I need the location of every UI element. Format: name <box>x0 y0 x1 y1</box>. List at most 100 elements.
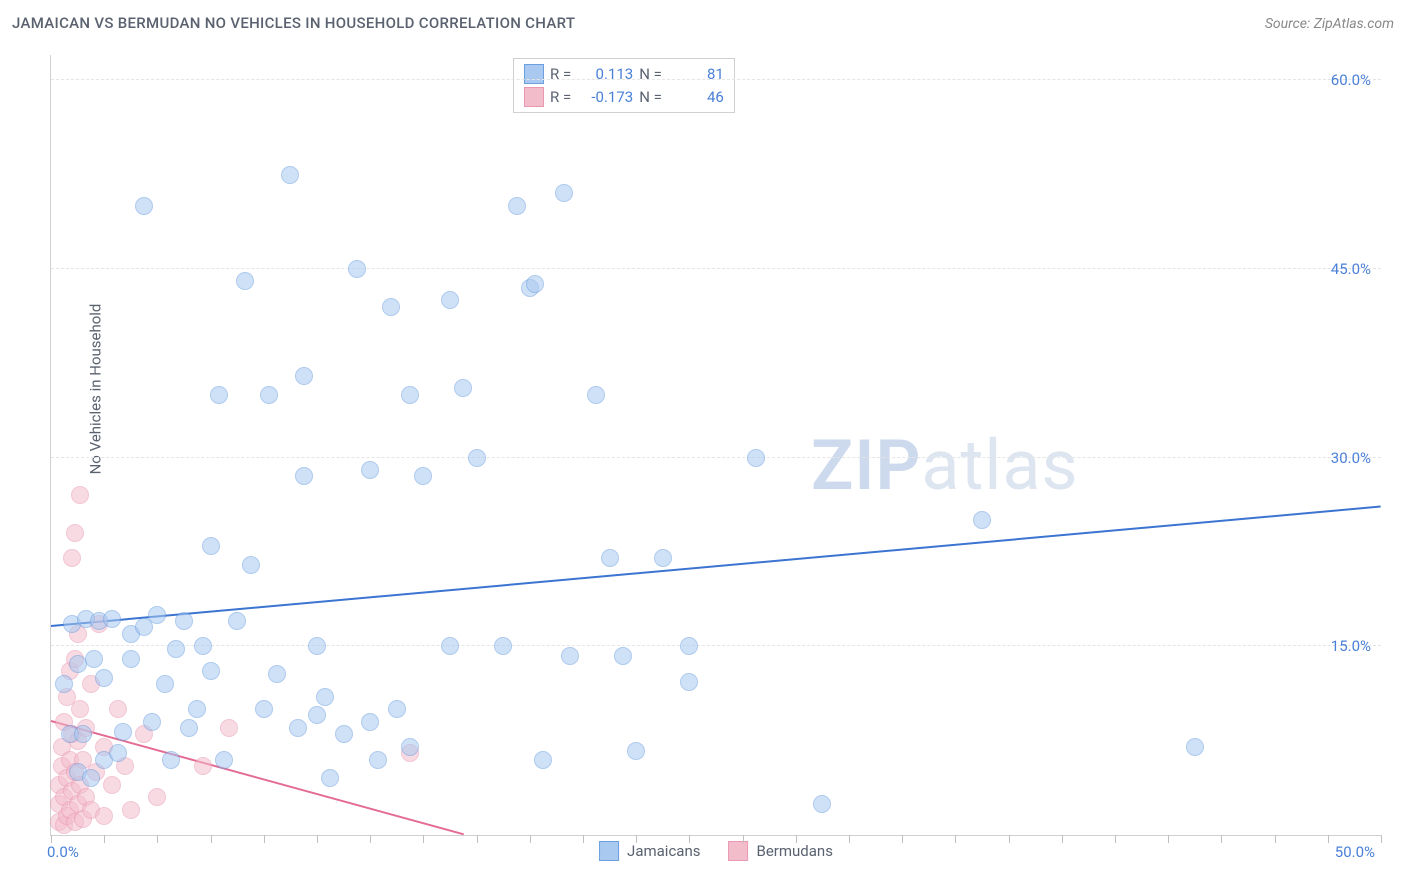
data-point-jamaican <box>114 723 132 741</box>
data-point-jamaican <box>109 744 127 762</box>
data-point-jamaican <box>388 700 406 718</box>
x-tick <box>264 835 265 843</box>
data-point-jamaican <box>680 637 698 655</box>
data-point-jamaican <box>82 769 100 787</box>
stat-label-r: R = <box>550 86 571 109</box>
x-tick <box>583 835 584 843</box>
y-tick-label: 45.0% <box>1331 260 1371 278</box>
stat-label-r: R = <box>550 63 571 86</box>
source-attribution: Source: ZipAtlas.com <box>1265 16 1394 32</box>
swatch-jamaicans <box>599 841 619 861</box>
x-tick <box>796 835 797 843</box>
data-point-jamaican <box>361 461 379 479</box>
data-point-jamaican <box>813 795 831 813</box>
stat-n-jamaicans: 81 <box>668 63 724 86</box>
x-tick <box>1221 835 1222 843</box>
stat-r-jamaicans: 0.113 <box>577 63 633 86</box>
x-tick <box>849 835 850 843</box>
swatch-bermudans <box>524 87 544 107</box>
data-point-jamaican <box>295 467 313 485</box>
data-point-jamaican <box>55 675 73 693</box>
data-point-jamaican <box>614 647 632 665</box>
x-tick <box>743 835 744 843</box>
data-point-jamaican <box>122 650 140 668</box>
data-point-bermudan <box>66 524 84 542</box>
data-point-bermudan <box>148 788 166 806</box>
data-point-jamaican <box>680 673 698 691</box>
data-point-jamaican <box>654 549 672 567</box>
data-point-jamaican <box>627 742 645 760</box>
data-point-jamaican <box>401 738 419 756</box>
data-point-jamaican <box>260 386 278 404</box>
correlation-stats-box: R = 0.113 N = 81 R = -0.173 N = 46 <box>513 58 735 113</box>
stat-n-bermudans: 46 <box>668 86 724 109</box>
grid-line <box>51 79 1381 80</box>
legend-label-jamaicans: Jamaicans <box>627 842 700 860</box>
x-tick <box>1275 835 1276 843</box>
grid-line <box>51 645 1381 646</box>
data-point-jamaican <box>561 647 579 665</box>
x-tick <box>1381 835 1382 843</box>
x-tick <box>1328 835 1329 843</box>
x-tick <box>211 835 212 843</box>
data-point-jamaican <box>255 700 273 718</box>
data-point-bermudan <box>63 549 81 567</box>
swatch-bermudans <box>728 841 748 861</box>
legend-label-bermudans: Bermudans <box>756 842 832 860</box>
data-point-jamaican <box>180 719 198 737</box>
data-point-bermudan <box>103 776 121 794</box>
x-tick <box>104 835 105 843</box>
data-point-bermudan <box>71 700 89 718</box>
stat-label-n: N = <box>639 86 662 109</box>
watermark: ZIPatlas <box>811 425 1079 507</box>
x-tick <box>1062 835 1063 843</box>
data-point-jamaican <box>441 291 459 309</box>
data-point-bermudan <box>122 801 140 819</box>
data-point-jamaican <box>601 549 619 567</box>
watermark-zip: ZIP <box>811 425 921 507</box>
data-point-bermudan <box>220 719 238 737</box>
data-point-jamaican <box>103 610 121 628</box>
data-point-jamaican <box>162 751 180 769</box>
x-tick <box>1009 835 1010 843</box>
y-tick-label: 15.0% <box>1331 637 1371 655</box>
data-point-jamaican <box>95 669 113 687</box>
x-tick <box>157 835 158 843</box>
x-tick <box>370 835 371 843</box>
data-point-jamaican <box>534 751 552 769</box>
data-point-jamaican <box>135 197 153 215</box>
data-point-jamaican <box>148 606 166 624</box>
data-point-jamaican <box>202 662 220 680</box>
data-point-jamaican <box>268 665 286 683</box>
x-tick <box>51 835 52 843</box>
data-point-jamaican <box>175 612 193 630</box>
data-point-jamaican <box>747 449 765 467</box>
x-tick <box>902 835 903 843</box>
legend-item-jamaicans: Jamaicans <box>599 841 700 861</box>
data-point-jamaican <box>508 197 526 215</box>
data-point-jamaican <box>369 751 387 769</box>
data-point-jamaican <box>202 537 220 555</box>
scatter-plot: ZIPatlas R = 0.113 N = 81 R = -0.173 N =… <box>50 55 1381 836</box>
legend-item-bermudans: Bermudans <box>728 841 832 861</box>
data-point-jamaican <box>401 386 419 404</box>
x-tick <box>530 835 531 843</box>
data-point-jamaican <box>414 467 432 485</box>
data-point-jamaican <box>494 637 512 655</box>
data-point-jamaican <box>361 713 379 731</box>
chart-title: JAMAICAN VS BERMUDAN NO VEHICLES IN HOUS… <box>12 14 575 32</box>
data-point-jamaican <box>210 386 228 404</box>
x-tick <box>423 835 424 843</box>
data-point-bermudan <box>95 807 113 825</box>
stat-r-bermudans: -0.173 <box>577 86 633 109</box>
data-point-jamaican <box>242 556 260 574</box>
data-point-jamaican <box>321 769 339 787</box>
stats-row-jamaicans: R = 0.113 N = 81 <box>524 63 724 86</box>
data-point-jamaican <box>382 298 400 316</box>
data-point-jamaican <box>973 511 991 529</box>
stats-row-bermudans: R = -0.173 N = 46 <box>524 86 724 109</box>
x-tick-label: 0.0% <box>47 843 79 861</box>
data-point-jamaican <box>441 637 459 655</box>
data-point-jamaican <box>236 272 254 290</box>
x-tick <box>317 835 318 843</box>
